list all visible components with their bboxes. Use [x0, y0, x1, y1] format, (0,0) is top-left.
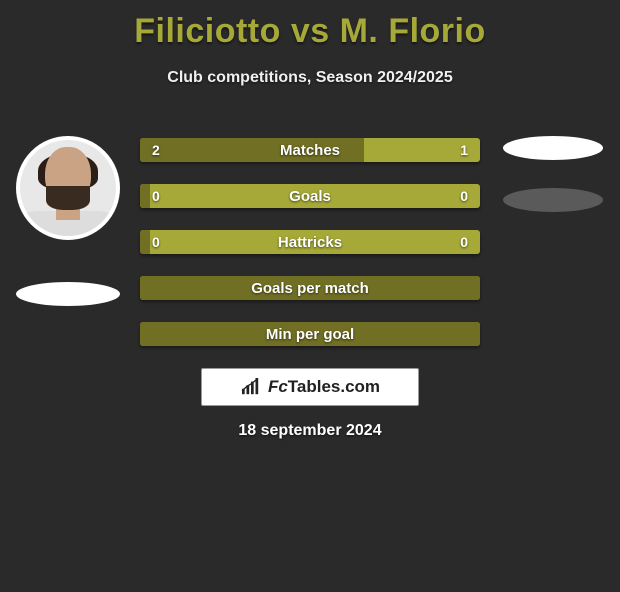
brand-text: FcTables.com — [268, 377, 380, 397]
player-right-badge-2 — [503, 188, 603, 212]
stat-label: Min per goal — [266, 326, 354, 343]
stat-bar-fill — [140, 184, 150, 208]
brand-badge[interactable]: FcTables.com — [201, 368, 419, 406]
subtitle: Club competitions, Season 2024/2025 — [0, 69, 620, 87]
comparison-bars: 2 Matches 1 0 Goals 0 0 Hattricks 0 Goals per mat… — [140, 138, 480, 346]
stat-label: Goals — [289, 188, 331, 205]
stat-bar: Min per goal — [140, 322, 480, 346]
stat-left-value: 0 — [152, 188, 160, 204]
stat-bar-fill — [140, 230, 150, 254]
chart-icon — [240, 378, 262, 396]
stat-label: Goals per match — [251, 280, 369, 297]
left-player-column — [8, 136, 128, 306]
stat-label: Matches — [280, 142, 340, 159]
stat-right-value: 1 — [460, 142, 468, 158]
brand-prefix: Fc — [268, 377, 288, 396]
stat-right-value: 0 — [460, 188, 468, 204]
player-left-avatar — [16, 136, 120, 240]
stat-bar: Goals per match — [140, 276, 480, 300]
stat-bar: 0 Goals 0 — [140, 184, 480, 208]
player-right-badge-1 — [503, 136, 603, 160]
right-player-column — [498, 136, 608, 212]
player-left-badge — [16, 282, 120, 306]
stat-bar: 2 Matches 1 — [140, 138, 480, 162]
date-label: 18 september 2024 — [0, 422, 620, 440]
page-title: Filiciotto vs M. Florio — [0, 12, 620, 51]
stat-left-value: 2 — [152, 142, 160, 158]
stat-label: Hattricks — [278, 234, 342, 251]
stat-right-value: 0 — [460, 234, 468, 250]
stat-bar: 0 Hattricks 0 — [140, 230, 480, 254]
avatar-beard — [46, 186, 90, 210]
stat-left-value: 0 — [152, 234, 160, 250]
